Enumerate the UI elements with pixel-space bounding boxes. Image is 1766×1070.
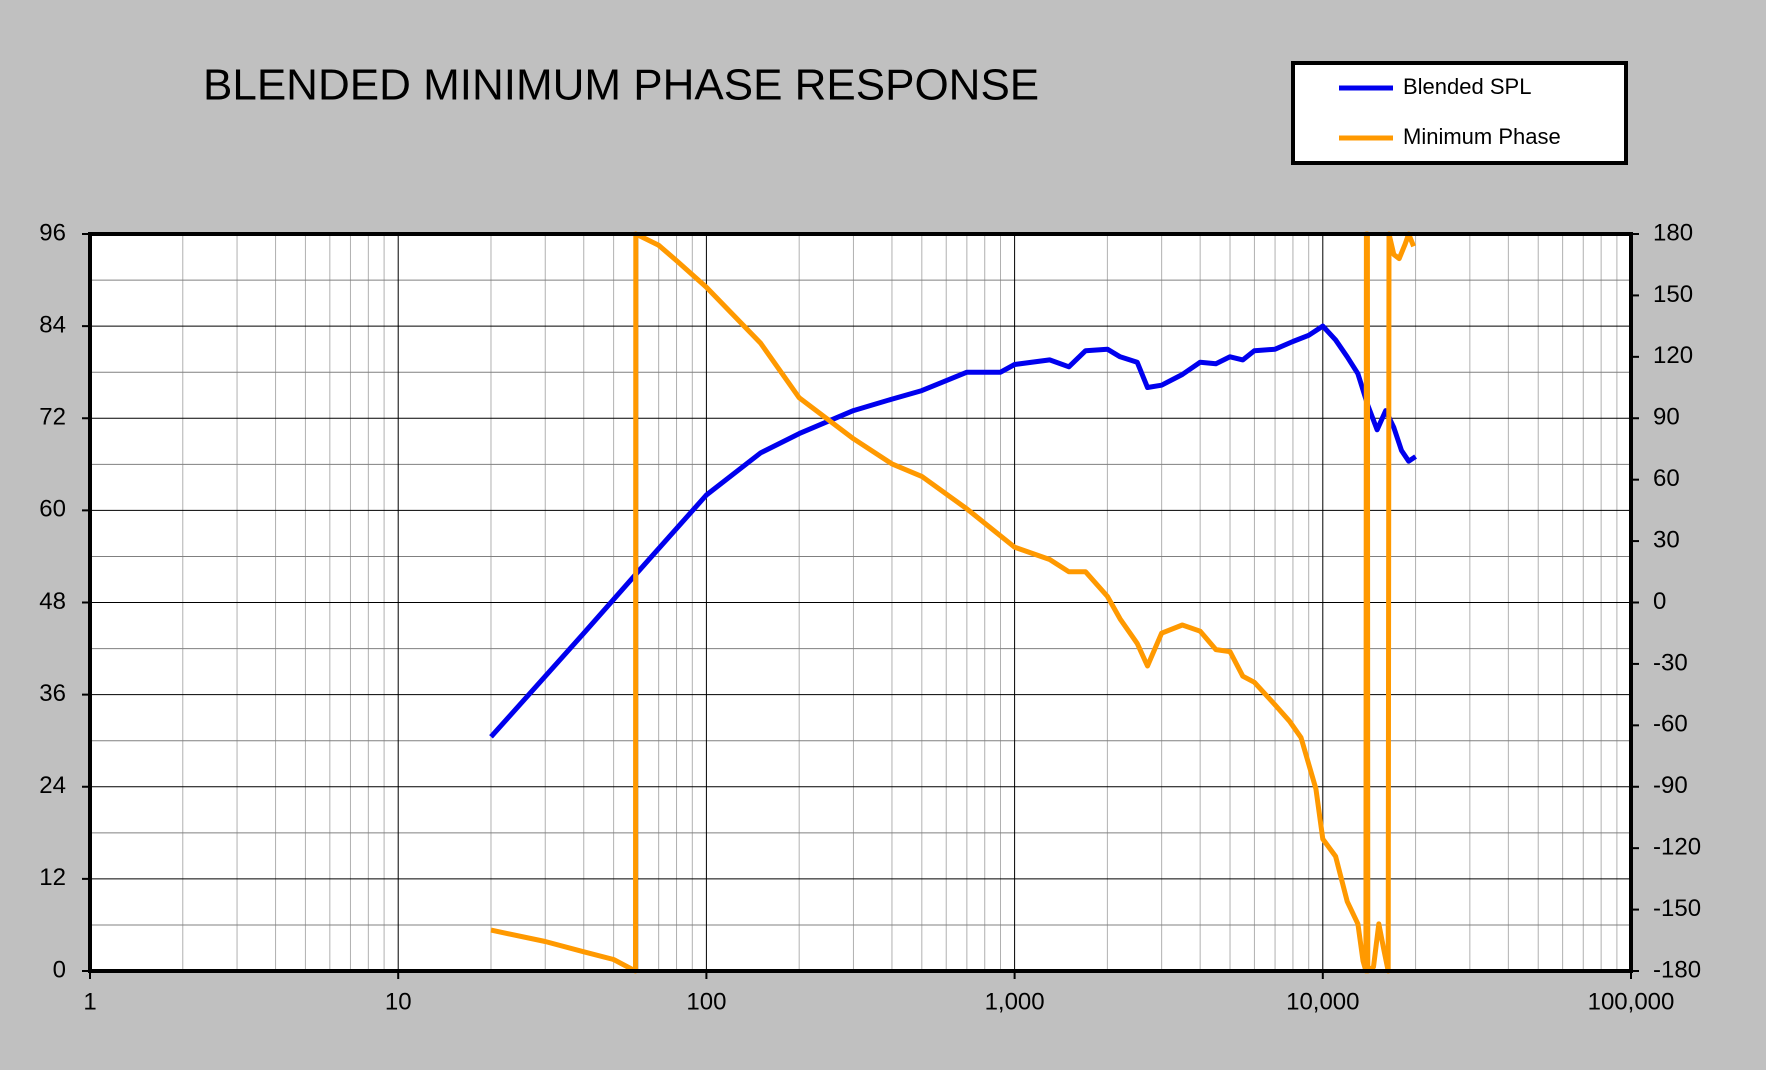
- x-tick-label: 100,000: [1588, 988, 1675, 1015]
- chart-title: BLENDED MINIMUM PHASE RESPONSE: [203, 61, 1039, 110]
- y2-tick-label: 90: [1653, 404, 1680, 431]
- y2-tick-label: -90: [1653, 772, 1688, 799]
- y2-tick-label: -150: [1653, 895, 1701, 922]
- y-tick-label: 96: [39, 219, 66, 246]
- y2-tick-label: 150: [1653, 281, 1693, 308]
- legend-box: [1291, 61, 1628, 165]
- y2-tick-label: 180: [1653, 219, 1693, 246]
- y2-tick-label: -180: [1653, 956, 1701, 983]
- y-tick-label: 60: [39, 496, 66, 523]
- y-tick-label: 24: [39, 772, 66, 799]
- y2-tick-label: -120: [1653, 834, 1701, 861]
- y2-tick-label: 60: [1653, 465, 1680, 492]
- x-tick-label: 100: [686, 988, 726, 1015]
- x-tick-label: 1,000: [985, 988, 1045, 1015]
- x-tick-label: 10,000: [1286, 988, 1359, 1015]
- x-tick-label: 1: [83, 988, 96, 1015]
- y-tick-label: 72: [39, 404, 66, 431]
- y2-tick-label: 30: [1653, 526, 1680, 553]
- plot-border: [88, 232, 1633, 973]
- y-tick-label: 48: [39, 588, 66, 615]
- legend-label: Blended SPL: [1403, 74, 1531, 99]
- series-line: [490, 231, 1416, 974]
- x-tick-label: 10: [385, 988, 412, 1015]
- y-tick-label: 0: [53, 956, 66, 983]
- y-tick-label: 36: [39, 680, 66, 707]
- y-tick-label: 84: [39, 311, 66, 338]
- legend-label: Minimum Phase: [1403, 124, 1561, 149]
- y-tick-label: 12: [39, 864, 66, 891]
- y2-tick-label: 120: [1653, 342, 1693, 369]
- y2-tick-label: -60: [1653, 711, 1688, 738]
- y2-tick-label: -30: [1653, 649, 1688, 676]
- series-line: [489, 323, 1417, 739]
- y2-tick-label: 0: [1653, 588, 1666, 615]
